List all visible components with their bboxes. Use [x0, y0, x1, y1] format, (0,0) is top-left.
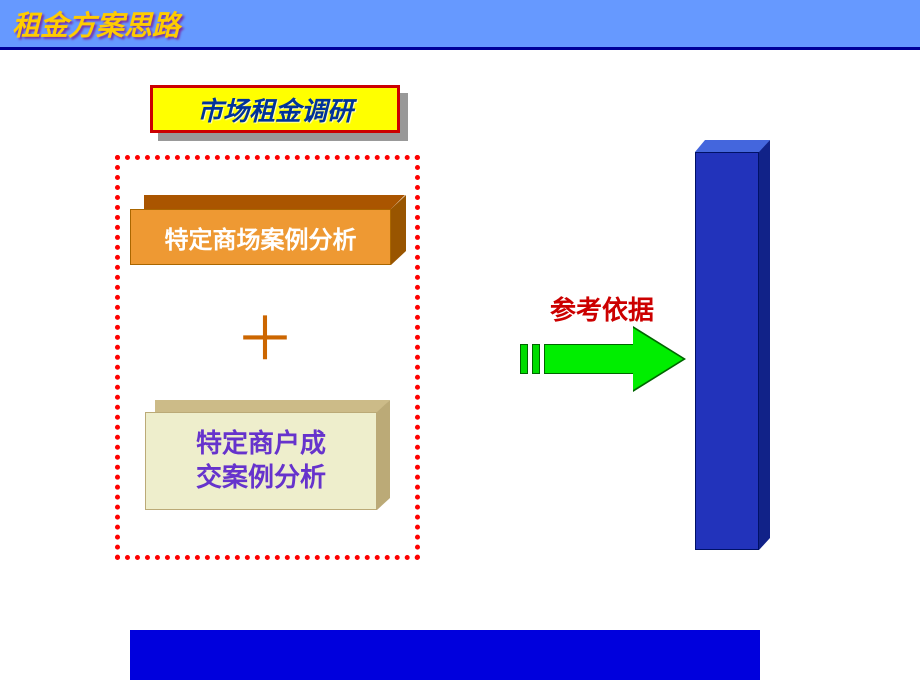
pillar-side [759, 140, 770, 550]
arrow-shaft [544, 344, 634, 374]
beige-box-side [377, 400, 390, 510]
blue-pillar [695, 140, 770, 550]
pillar-top [695, 140, 770, 152]
slide-title: 租金方案思路 [12, 4, 180, 44]
arrow-tail-seg1 [520, 344, 528, 374]
slide-header: 租金方案思路 [0, 0, 920, 50]
arrow-head [633, 328, 683, 390]
top-box-label: 市场租金调研 [197, 91, 353, 128]
beige-line1: 特定商户成 [196, 428, 326, 458]
orange-box-label: 特定商场案例分析 [165, 220, 357, 255]
green-arrow [520, 330, 690, 390]
beige-box-top [155, 400, 390, 412]
orange-box-top [144, 195, 405, 209]
orange-3d-box: 特定商场案例分析 [130, 195, 405, 265]
top-box-container: 市场租金调研 [150, 85, 400, 133]
beige-box-front: 特定商户成 交案例分析 [145, 412, 377, 510]
beige-line2: 交案例分析 [196, 462, 326, 492]
plus-symbol: ＋ [235, 310, 295, 370]
arrow-tail-seg2 [532, 344, 540, 374]
reference-label: 参考依据 [550, 290, 654, 327]
bottom-blue-bar [130, 630, 760, 680]
pillar-front [695, 152, 759, 550]
top-box: 市场租金调研 [150, 85, 400, 133]
beige-3d-box: 特定商户成 交案例分析 [145, 400, 390, 510]
beige-box-label: 特定商户成 交案例分析 [196, 427, 326, 495]
orange-box-front: 特定商场案例分析 [130, 209, 391, 265]
